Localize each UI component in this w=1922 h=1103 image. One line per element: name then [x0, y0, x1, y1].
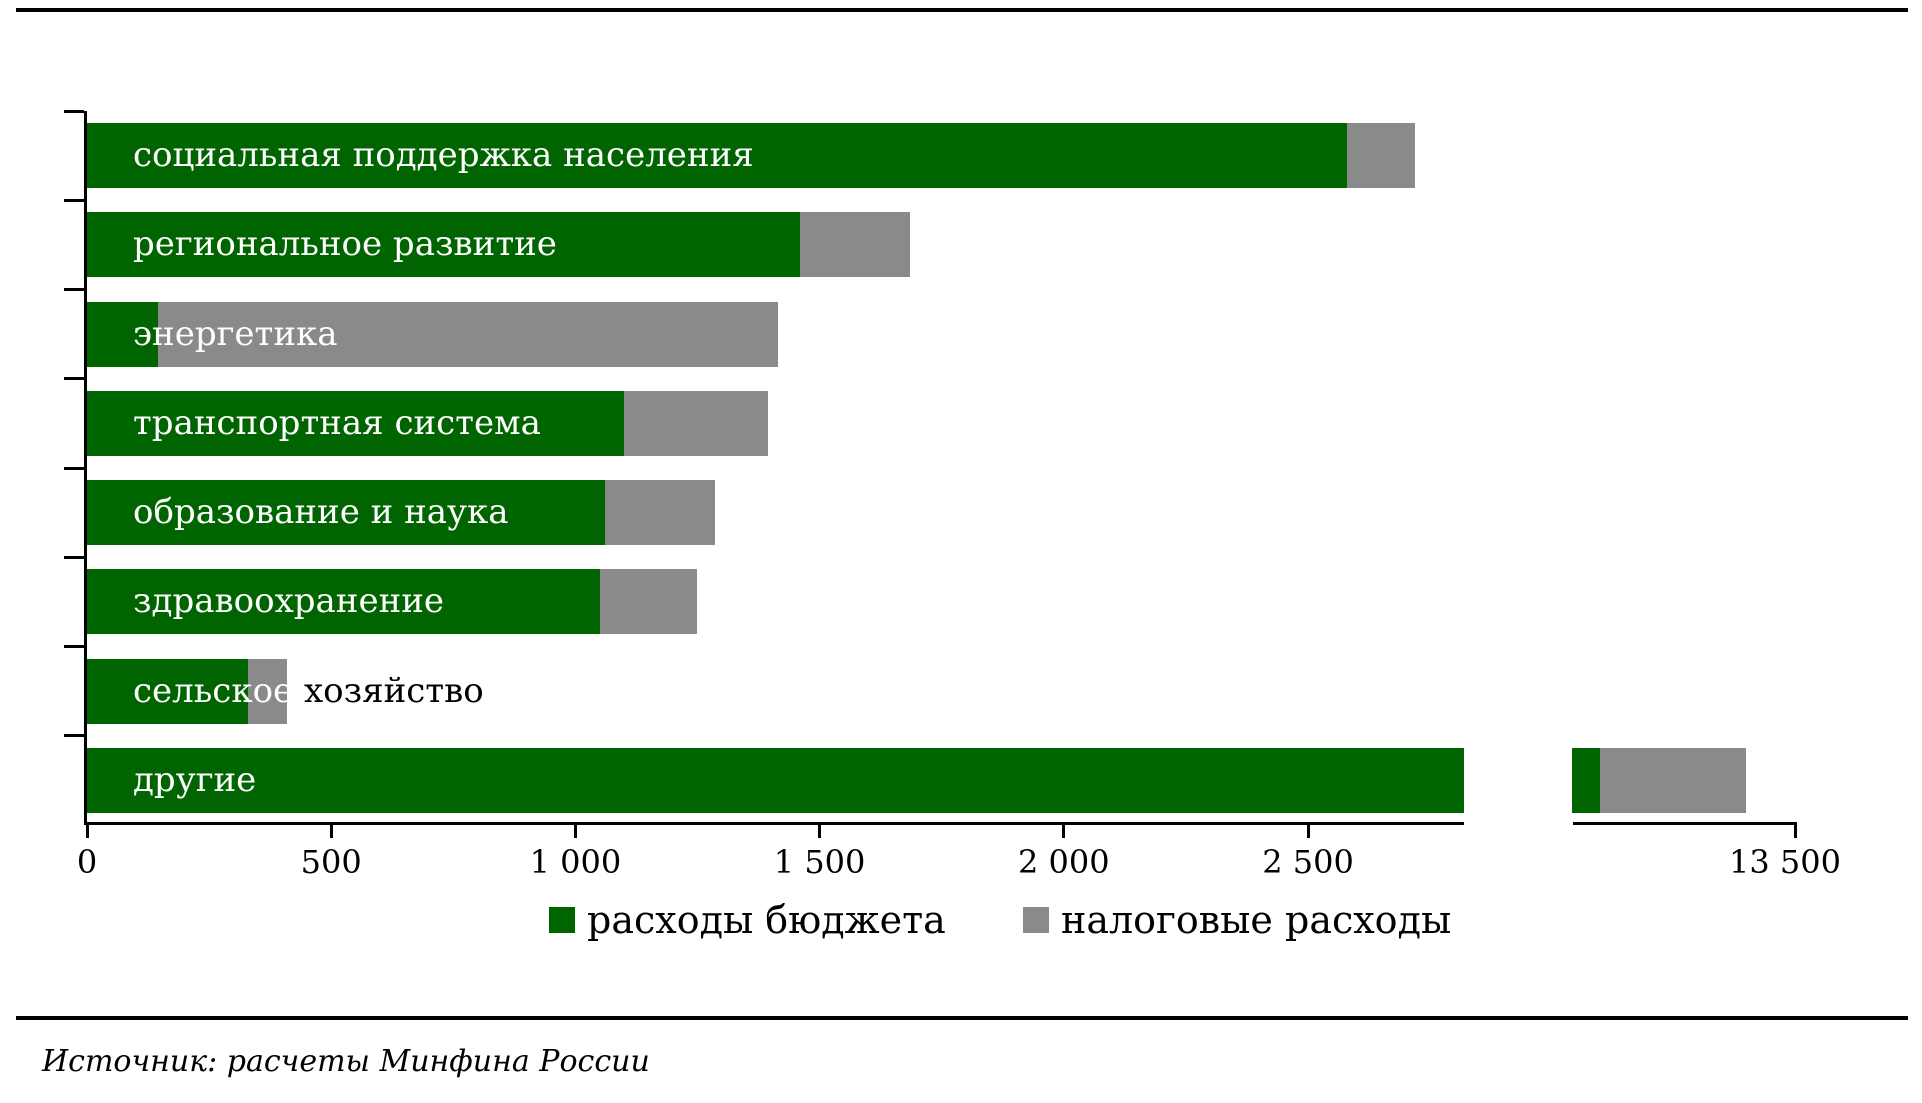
x-axis-tick: [329, 825, 333, 838]
x-axis-tick: [818, 825, 822, 838]
bar-label-outside: хозяйство: [303, 670, 484, 711]
bar-segment-tax: [1347, 123, 1416, 188]
bar-segment-tax-resumed: [1599, 747, 1747, 813]
bar-category-label: социальная поддержка населения: [133, 135, 754, 175]
bar-segment-tax: [599, 569, 698, 635]
bar-category-label: здравоохранение: [133, 581, 445, 622]
x-axis-tick-label: 2 000: [1017, 843, 1110, 881]
x-axis-tick: [573, 825, 577, 838]
y-axis-tick: [64, 645, 84, 648]
bar-segment-budget: [87, 212, 801, 278]
source-note: Источник: расчеты Минфина России: [42, 1044, 650, 1079]
tax-legend-swatch: [1023, 907, 1049, 933]
x-axis-tick-label: 500: [300, 843, 362, 881]
bar-segment-tax: [157, 301, 779, 367]
axis-max-label: 13 500: [1729, 843, 1841, 881]
x-axis-tick: [1062, 825, 1066, 838]
bar-category-label: транспортная система: [133, 402, 541, 443]
bar-category-label: сельское хозяйство: [133, 659, 484, 724]
budget-legend-label: расходы бюджета: [587, 898, 946, 942]
x-axis: [84, 822, 1464, 825]
x-axis-end-tick: [1793, 825, 1797, 838]
y-axis-tick: [64, 734, 84, 738]
x-axis-resumed: [1573, 822, 1797, 825]
bar-segment-budget-resumed: [1572, 747, 1600, 813]
chart-legend: расходы бюджета налоговые расходы: [0, 900, 1922, 946]
bar-label-inside: сельское: [133, 670, 304, 711]
bar-category-label: другие: [133, 759, 257, 800]
bar-category-label: образование и наука: [133, 492, 509, 532]
budget-legend-swatch: [549, 907, 575, 933]
x-axis-tick: [85, 825, 89, 838]
bar-category-label: энергетика: [133, 313, 338, 354]
y-axis-tick: [64, 466, 84, 470]
x-axis-tick-label: 0: [76, 843, 98, 881]
bar-segment-budget: [87, 480, 605, 545]
bar-segment-tax: [800, 212, 910, 278]
x-axis-tick-label: 1 500: [773, 843, 866, 881]
bar-category-label: региональное развитие: [133, 224, 557, 265]
y-axis: [84, 111, 87, 825]
x-axis-tick: [1306, 825, 1310, 838]
y-axis-tick: [64, 555, 84, 559]
x-axis-tick-label: 1 000: [529, 843, 622, 881]
x-axis-tick-label: 2 500: [1262, 843, 1354, 881]
bar-segment-budget: [87, 123, 1348, 188]
bottom-rule: [16, 1016, 1908, 1020]
bar-segment-tax: [604, 480, 715, 545]
y-axis-tick: [64, 109, 84, 113]
y-axis-tick: [64, 377, 84, 381]
bar-segment-budget: [87, 658, 249, 724]
y-axis-tick: [64, 198, 84, 202]
bar-segment-budget-clipped: [87, 747, 1464, 813]
bar-segment-budget: [87, 301, 158, 367]
y-axis-tick: [64, 288, 84, 291]
bar-segment-tax: [248, 658, 288, 724]
bar-segment-tax: [624, 390, 769, 456]
bar-segment-budget: [87, 390, 625, 456]
tax-legend-label: налоговые расходы: [1061, 898, 1452, 942]
bar-segment-budget: [87, 569, 600, 635]
top-rule: [16, 8, 1908, 12]
